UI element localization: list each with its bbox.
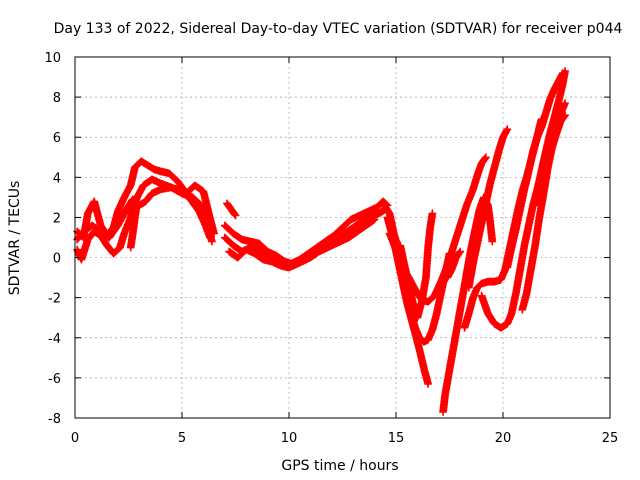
y-tick-label: 2 — [53, 211, 61, 226]
series-arc-14 — [443, 247, 465, 282]
y-tick-labels: -8 -6 -4 -2 0 2 4 6 8 10 — [44, 51, 61, 427]
x-tick-label: 0 — [71, 431, 79, 446]
series-arc-18 — [503, 69, 567, 272]
series-arc-20 — [531, 99, 570, 210]
plot-frame — [74, 56, 611, 419]
y-tick-label: -6 — [48, 372, 61, 387]
x-tick-label: 25 — [602, 431, 619, 446]
series-arc-16 — [464, 125, 512, 292]
series-arc-12 — [396, 209, 437, 322]
series-arc-5 — [222, 199, 240, 220]
chart-title: Day 133 of 2022, Sidereal Day-to-day VTE… — [54, 21, 623, 37]
x-tick-label: 10 — [281, 431, 298, 446]
series-arc-4 — [126, 199, 142, 252]
y-tick-label: -4 — [48, 332, 61, 347]
y-tick-label: -8 — [48, 412, 61, 427]
x-axis-label: GPS time / hours — [281, 458, 398, 474]
y-tick-label: -2 — [48, 292, 61, 307]
y-tick-label: 0 — [53, 252, 61, 267]
series-arc-3 — [73, 183, 214, 244]
series-arc-19 — [518, 111, 570, 314]
y-tick-label: 8 — [53, 91, 61, 106]
axis-ticks — [74, 56, 611, 419]
y-tick-label: 4 — [53, 171, 61, 186]
x-tick-label: 15 — [388, 431, 405, 446]
y-tick-label: 6 — [53, 131, 61, 146]
y-tick-label: 10 — [44, 51, 61, 66]
x-tick-labels: 0 5 10 15 20 25 — [71, 431, 618, 446]
x-tick-label: 5 — [178, 431, 186, 446]
y-axis-label: SDTVAR / TECUs — [7, 181, 23, 296]
data-series — [73, 67, 570, 416]
series-arc-13 — [439, 193, 497, 416]
x-tick-label: 20 — [495, 431, 512, 446]
series-arc-8 — [225, 215, 379, 272]
